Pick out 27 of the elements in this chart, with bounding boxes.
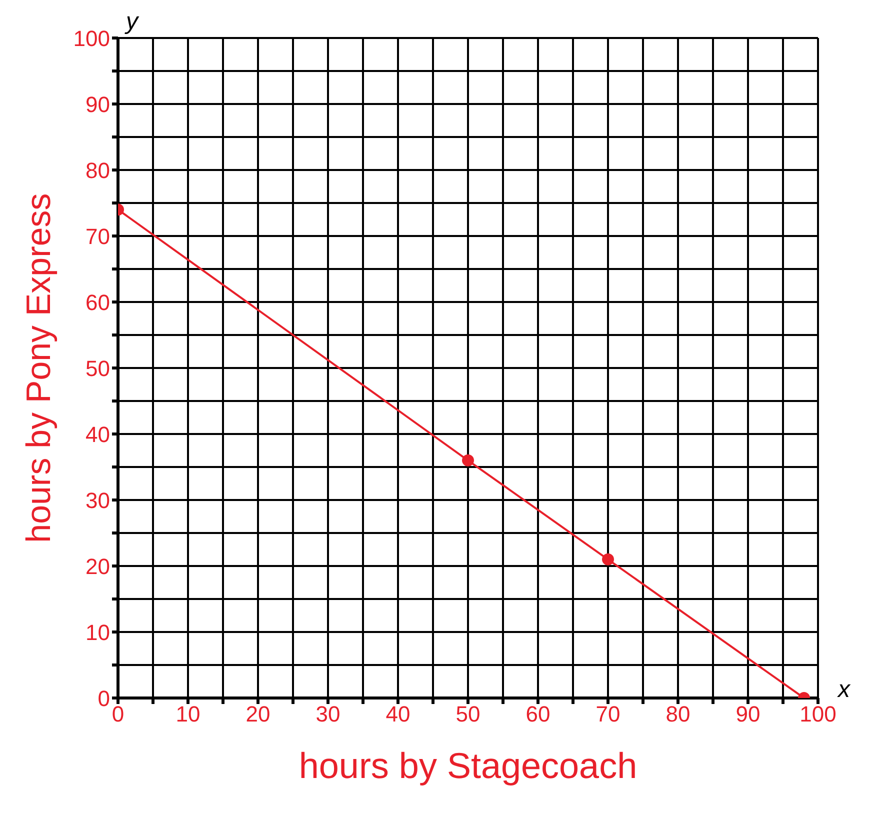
text: x — [838, 676, 850, 704]
point — [462, 454, 474, 466]
x-tick-label: 80 — [666, 702, 690, 727]
point — [602, 553, 614, 566]
y-tick-label: 80 — [86, 158, 110, 183]
x-tick-label: 100 — [800, 702, 836, 727]
y-tick-label: 10 — [86, 620, 110, 645]
y-tick-label: 50 — [86, 356, 110, 381]
x-tick-label: 40 — [386, 702, 410, 727]
x-tick-label: 50 — [456, 702, 480, 727]
y-tick-label: 70 — [86, 224, 110, 249]
y-axis-title: hours by Pony Express — [20, 193, 58, 543]
x-tick-label: 20 — [246, 702, 270, 727]
y-tick-label: 0 — [98, 686, 110, 711]
x-tick-label: 70 — [596, 702, 620, 727]
x-axis-title: hours by Stagecoach — [298, 745, 638, 786]
y-tick-label: 60 — [86, 290, 110, 315]
y-tick-label: 90 — [86, 92, 110, 117]
text: y — [126, 8, 138, 36]
x-tick-label: 60 — [526, 702, 550, 727]
y-tick-label: 20 — [86, 554, 110, 579]
x-tick-label: 30 — [316, 702, 340, 727]
x-tick-label: 10 — [176, 702, 200, 727]
x-tick-label: 90 — [736, 702, 760, 727]
y-tick-label: 100 — [73, 26, 110, 51]
y-tick-label: 40 — [86, 422, 110, 447]
y-tick-label: 30 — [86, 488, 110, 513]
